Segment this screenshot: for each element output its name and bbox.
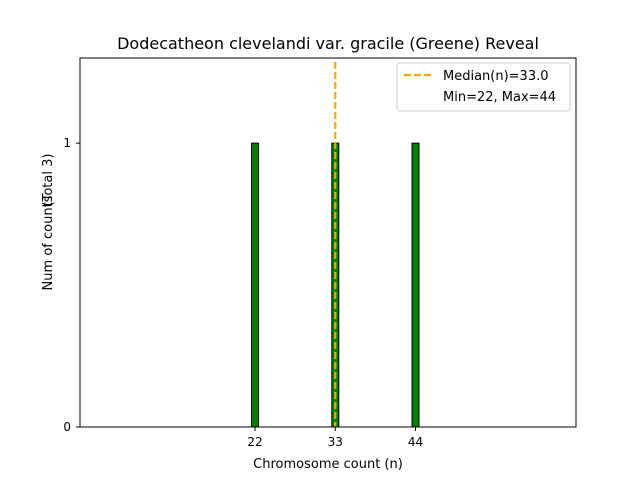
- legend-entry-median: Median(n)=33.0: [443, 69, 549, 84]
- y-tick-label-1: 1: [63, 136, 71, 150]
- y-axis-label: Num of counts: [41, 195, 56, 290]
- x-tick-label-22: 22: [247, 435, 262, 449]
- y-axis-total-note: (Total 3): [41, 154, 56, 207]
- legend-entry-range: Min=22, Max=44: [443, 90, 556, 105]
- x-axis-label: Chromosome count (n): [253, 457, 403, 472]
- plot-area: 22 33 44 0 1: [63, 62, 431, 449]
- y-tick-label-0: 0: [63, 420, 71, 434]
- bar-22: [251, 142, 260, 428]
- plot-frame: [79, 57, 577, 428]
- x-tick-label-44: 44: [408, 435, 423, 449]
- bar-44: [411, 142, 420, 428]
- legend: Median(n)=33.0 Min=22, Max=44: [396, 62, 571, 112]
- chart-title: Dodecatheon clevelandi var. gracile (Gre…: [117, 34, 539, 53]
- x-tick-label-33: 33: [328, 435, 343, 449]
- legend-box: [396, 62, 571, 112]
